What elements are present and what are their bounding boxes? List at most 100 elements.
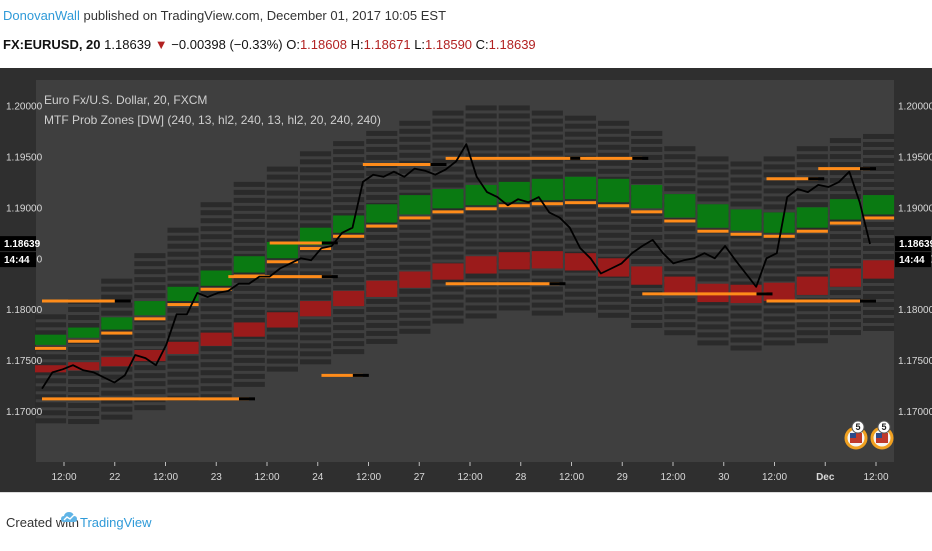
price-chart[interactable]: Euro Fx/U.S. Dollar, 20, FXCM MTF Prob Z… <box>0 68 932 492</box>
outer-zone-block <box>730 177 762 183</box>
outer-zone-block <box>531 118 563 124</box>
outer-zone-block <box>167 371 199 377</box>
author-link[interactable]: DonovanWall <box>3 8 80 23</box>
outer-zone-block <box>829 322 861 328</box>
outer-zone-block <box>796 338 828 344</box>
outer-zone-block <box>763 252 795 258</box>
outer-zone-block <box>498 177 530 183</box>
y-tick-label-right: 1.19500 <box>898 152 932 163</box>
outer-zone-block <box>598 288 630 294</box>
outer-zone-block <box>167 379 199 385</box>
countdown-tag-right-bg <box>895 252 931 268</box>
outer-zone-block <box>167 299 199 305</box>
bull-zone-block <box>167 286 199 302</box>
chart-title: Euro Fx/U.S. Dollar, 20, FXCM <box>44 93 207 107</box>
bull-zone-block <box>35 334 67 345</box>
outer-zone-block <box>299 279 332 285</box>
outer-zone-block <box>200 202 232 208</box>
outer-zone-block <box>465 305 497 311</box>
outer-zone-block <box>863 141 895 147</box>
outer-zone-block <box>299 207 332 213</box>
outer-zone-block <box>68 411 100 417</box>
outer-zone-block <box>829 290 861 296</box>
outer-zone-block <box>266 278 298 284</box>
outer-zone-block <box>200 362 232 368</box>
outer-zone-block <box>498 153 530 159</box>
outer-zone-block <box>796 242 828 248</box>
y-tick-label-right: 1.20000 <box>898 101 932 112</box>
outer-zone-block <box>366 186 398 192</box>
countdown-tag-left: 14:44 <box>4 255 30 266</box>
outer-zone-block <box>266 294 298 300</box>
publication-line: DonovanWall published on TradingView.com… <box>3 8 446 23</box>
outer-zone-block <box>598 296 630 302</box>
outer-zone-block <box>200 242 232 248</box>
last-price-tag-left: 1.18639 <box>4 239 41 250</box>
outer-zone-block <box>631 138 663 144</box>
outer-zone-block <box>200 386 232 392</box>
outer-zone-block <box>200 346 232 352</box>
outer-zone-block <box>68 315 100 321</box>
outer-zone-block <box>796 234 828 240</box>
outer-zone-block <box>366 274 398 280</box>
outer-zone-block <box>432 174 464 180</box>
bull-zone-block <box>763 212 795 233</box>
last-price-tag-left-bg <box>0 236 36 252</box>
outer-zone-block <box>266 270 298 276</box>
outer-zone-block <box>200 322 232 328</box>
outer-zone-block <box>399 136 431 142</box>
last-price-tag-right-bg <box>895 236 931 252</box>
tradingview-link[interactable]: TradingView <box>80 515 152 530</box>
outer-zone-block <box>299 255 332 261</box>
mid-band-segment <box>664 219 696 223</box>
outer-zone-block <box>730 305 762 311</box>
outer-zone-block <box>299 271 332 277</box>
outer-zone-block <box>167 267 199 273</box>
countdown-tag-right: 14:44 <box>899 255 925 266</box>
bull-zone-block <box>299 227 332 246</box>
outer-zone-block <box>101 310 133 316</box>
outer-zone-block <box>697 276 729 282</box>
quote-line: FX:EURUSD, 20 1.18639 ▼ −0.00398 (−0.33%… <box>3 37 536 52</box>
outer-zone-block <box>366 338 398 344</box>
tradingview-cloud-icon[interactable] <box>60 509 78 527</box>
outer-zone-block <box>68 355 100 361</box>
outer-zone-block <box>863 253 895 259</box>
outer-zone-block <box>101 374 133 380</box>
outer-zone-block <box>333 165 365 171</box>
outer-zone-block <box>333 197 365 203</box>
bull-zone-block <box>531 178 563 201</box>
outer-zone-block <box>598 248 630 254</box>
high-label: H: <box>350 37 364 52</box>
outer-zone-block <box>498 161 530 167</box>
outer-zone-block <box>200 226 232 232</box>
bear-zone-block <box>796 276 828 295</box>
outer-zone-block <box>498 121 530 127</box>
outer-zone-block <box>763 204 795 210</box>
outer-zone-block <box>399 120 431 126</box>
outer-zone-block <box>366 146 398 152</box>
outer-zone-block <box>432 222 464 228</box>
bear-zone-block <box>664 276 696 295</box>
mid-band-segment <box>697 229 729 233</box>
y-tick-label-left: 1.17000 <box>6 407 43 418</box>
outer-zone-block <box>299 151 332 157</box>
x-tick-label: 12:00 <box>863 472 888 483</box>
outer-zone-block <box>829 162 861 168</box>
outer-zone-block <box>829 194 861 200</box>
bull-zone-block <box>498 181 530 203</box>
outer-zone-block <box>200 314 232 320</box>
outer-zone-block <box>333 189 365 195</box>
outer-zone-block <box>829 186 861 192</box>
symbol-label[interactable]: FX:EURUSD, 20 <box>3 37 101 52</box>
outer-zone-block <box>763 244 795 250</box>
outer-zone-block <box>564 243 597 249</box>
outer-zone-block <box>829 306 861 312</box>
outer-zone-block <box>432 182 464 188</box>
outer-zone-block <box>664 234 696 240</box>
outer-zone-block <box>564 299 597 305</box>
outer-zone-block <box>498 233 530 239</box>
mid-band-segment <box>266 260 298 264</box>
outer-zone-block <box>730 161 762 167</box>
outer-zone-block <box>863 285 895 291</box>
